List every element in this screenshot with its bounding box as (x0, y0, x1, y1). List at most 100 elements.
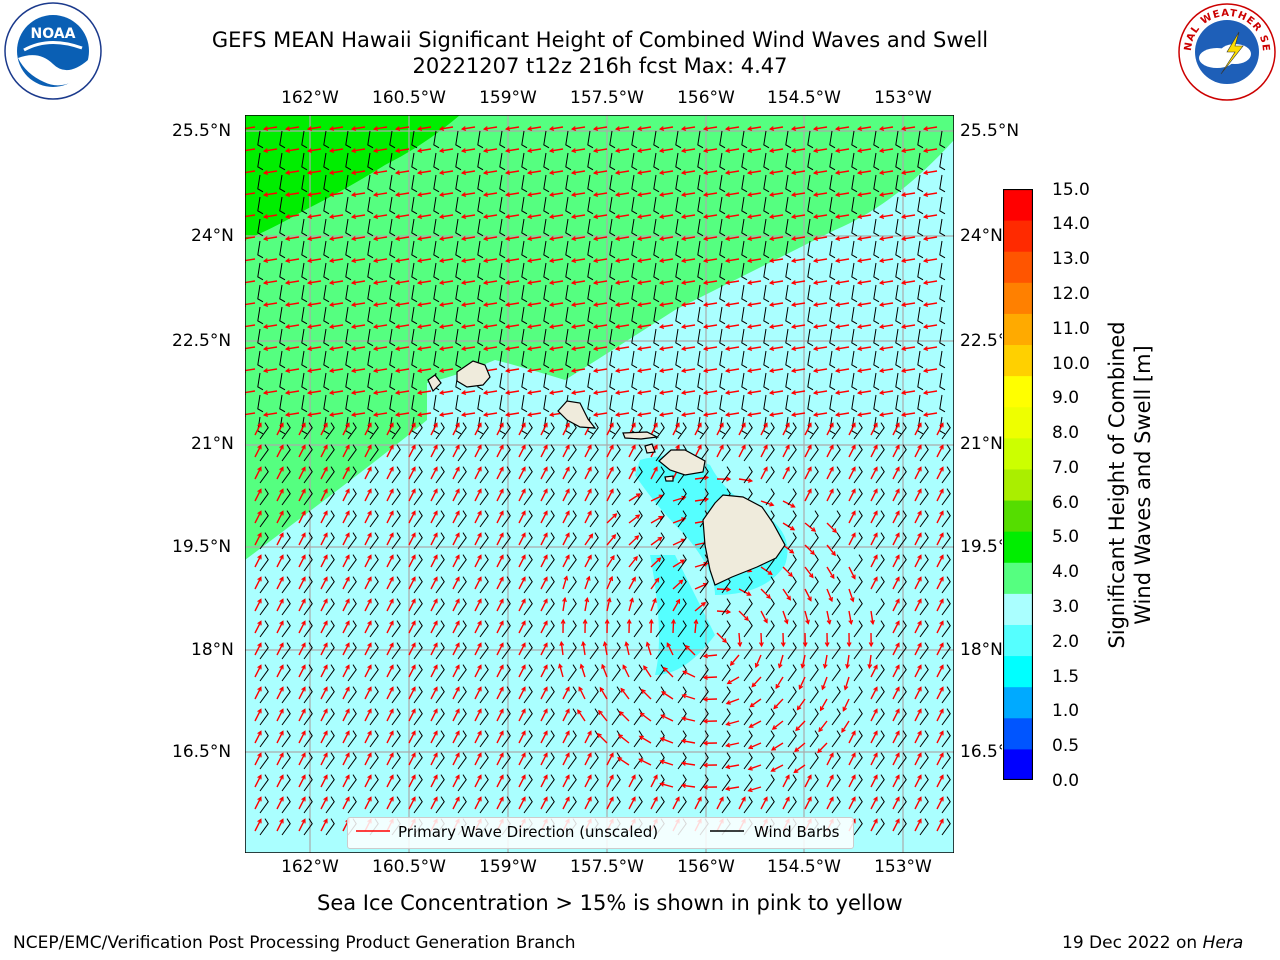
wave-arrow-head (345, 532, 350, 538)
wave-arrow-head (834, 258, 841, 263)
wave-direction-arrow (606, 534, 616, 546)
wind-barb (435, 466, 445, 484)
wind-barb (699, 664, 709, 682)
wave-direction-arrow (418, 148, 432, 152)
wind-barb (499, 350, 506, 369)
wind-barb (479, 510, 489, 528)
colorbar-segment (1003, 220, 1033, 252)
wind-barb (941, 708, 951, 726)
wave-arrow-head (526, 126, 533, 131)
wind-barb (897, 466, 907, 484)
wind-barb (435, 488, 445, 506)
wave-direction-arrow (518, 709, 526, 722)
wave-direction-arrow (616, 390, 630, 394)
wind-barb (897, 708, 907, 726)
wave-arrow-head (438, 390, 445, 395)
wave-direction-arrow (396, 170, 410, 174)
wave-direction-arrow (770, 192, 784, 196)
wave-arrow-head (917, 818, 922, 824)
wave-direction-arrow (584, 731, 592, 744)
wind-barb (939, 240, 946, 259)
wind-barb (611, 796, 621, 814)
wave-direction-arrow (817, 742, 828, 753)
wave-arrow-head (543, 510, 548, 516)
wave-direction-arrow (704, 170, 718, 174)
wind-barb (851, 152, 858, 171)
wave-direction-arrow (374, 170, 388, 174)
wind-barb (257, 218, 264, 237)
wave-arrow-head (856, 192, 863, 197)
wave-arrow-head (922, 126, 929, 131)
wave-arrow-head (328, 368, 335, 373)
wind-barb (743, 752, 753, 770)
wave-direction-arrow (352, 214, 366, 218)
wave-direction-arrow (892, 533, 900, 546)
wave-direction-arrow (386, 621, 394, 634)
wind-barb (279, 306, 286, 325)
wind-barb (411, 306, 418, 325)
wave-arrow-head (746, 280, 753, 285)
wave-direction-arrow (298, 599, 306, 612)
wave-arrow-head (790, 192, 797, 197)
wind-barb (743, 598, 753, 616)
colorbar-tick: 3.0 (1052, 597, 1080, 617)
wind-barb (455, 152, 462, 171)
wind-barb (477, 284, 484, 303)
wave-arrow-head (570, 148, 577, 153)
wave-arrow-head (301, 488, 306, 494)
wave-arrow-head (548, 258, 555, 263)
wind-barb (785, 174, 792, 193)
wave-arrow-head (504, 412, 511, 417)
wave-arrow-head (747, 744, 754, 750)
wave-direction-arrow (870, 709, 878, 722)
wind-barb (589, 444, 599, 462)
wind-barb (653, 196, 660, 215)
wave-arrow-head (301, 796, 306, 802)
wind-barb (325, 730, 335, 748)
wind-barb (873, 174, 880, 193)
wave-arrow-head (558, 663, 563, 669)
wind-barb (457, 708, 467, 726)
wave-direction-arrow (342, 423, 350, 436)
wave-arrow-head (367, 730, 372, 736)
wave-direction-arrow (528, 236, 542, 240)
wind-barb (653, 328, 660, 347)
wind-barb (369, 620, 379, 638)
wave-direction-arrow (924, 346, 938, 350)
wave-direction-arrow (452, 445, 460, 458)
wave-arrow-head (611, 534, 617, 540)
wind-barb (787, 752, 797, 770)
wave-direction-arrow (474, 753, 482, 766)
wind-barb (389, 306, 396, 325)
wave-arrow-head (614, 170, 621, 175)
wave-arrow-head (460, 192, 467, 197)
wind-barb (721, 664, 731, 682)
wave-arrow-head (768, 214, 775, 219)
wind-barb (675, 262, 682, 281)
wave-arrow-head (658, 346, 665, 351)
wind-barb (565, 328, 572, 347)
wind-barb (279, 394, 286, 413)
wave-direction-arrow (430, 797, 438, 810)
wave-direction-arrow (682, 170, 696, 174)
wave-direction-arrow (550, 170, 564, 174)
wave-direction-arrow (936, 687, 944, 700)
wind-barb (677, 620, 687, 638)
wave-direction-arrow (858, 214, 872, 218)
wind-barb (303, 774, 313, 792)
wave-direction-arrow (562, 533, 570, 546)
wind-barb (939, 130, 946, 149)
wind-barb (347, 620, 357, 638)
wave-arrow-head (306, 280, 313, 285)
wave-direction-arrow (386, 687, 394, 700)
wind-barb (565, 284, 572, 303)
wave-arrow-head (455, 730, 460, 736)
wave-arrow-head (768, 170, 775, 175)
wave-arrow-head (548, 214, 555, 219)
wave-arrow-head (477, 796, 482, 802)
wave-direction-arrow (462, 324, 476, 328)
wave-arrow-head (543, 774, 548, 780)
wave-direction-arrow (770, 324, 784, 328)
wave-direction-arrow (804, 467, 812, 480)
wave-direction-arrow (540, 709, 548, 722)
